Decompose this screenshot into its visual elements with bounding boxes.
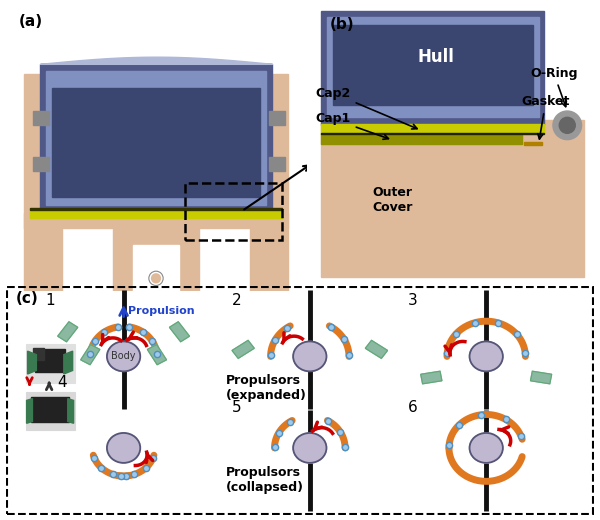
Text: Propulsion: Propulsion	[128, 306, 194, 316]
Text: Propulsors
(expanded): Propulsors (expanded)	[226, 374, 307, 402]
Bar	[40, 64, 272, 213]
Polygon shape	[26, 399, 32, 423]
Text: 6: 6	[408, 400, 418, 415]
Bar	[133, 245, 179, 291]
Polygon shape	[28, 351, 37, 374]
Bar	[26, 392, 74, 431]
Bar	[25, 74, 40, 228]
FancyBboxPatch shape	[303, 1, 597, 295]
Bar	[25, 213, 287, 228]
Polygon shape	[232, 341, 254, 358]
Bar	[185, 183, 282, 240]
Circle shape	[293, 342, 326, 371]
Bar	[269, 111, 285, 125]
Circle shape	[559, 118, 575, 133]
Circle shape	[293, 433, 326, 463]
Bar	[113, 228, 199, 291]
Text: (a): (a)	[19, 14, 43, 29]
Bar	[26, 344, 74, 383]
Polygon shape	[81, 345, 100, 365]
Bar	[250, 228, 287, 291]
Text: (b): (b)	[330, 17, 355, 32]
Text: 2: 2	[232, 293, 241, 308]
Circle shape	[470, 342, 503, 371]
Bar	[34, 348, 44, 360]
Bar	[30, 208, 282, 210]
Bar	[35, 349, 65, 372]
Bar	[536, 125, 578, 191]
Circle shape	[151, 273, 161, 283]
Polygon shape	[169, 322, 190, 342]
Text: Hull: Hull	[417, 48, 454, 66]
Polygon shape	[365, 341, 388, 358]
Text: Cap2: Cap2	[316, 87, 417, 129]
Circle shape	[107, 433, 140, 463]
Bar	[25, 228, 62, 291]
Bar	[31, 397, 69, 422]
Text: 5: 5	[232, 400, 241, 415]
Polygon shape	[148, 345, 166, 365]
Bar	[30, 210, 282, 218]
Text: Cap1: Cap1	[316, 112, 388, 139]
Circle shape	[107, 342, 140, 371]
Bar	[333, 25, 533, 105]
Text: O-Ring: O-Ring	[530, 67, 578, 107]
Bar	[52, 88, 260, 197]
Text: 3: 3	[408, 293, 418, 308]
Polygon shape	[58, 322, 78, 342]
Bar	[322, 134, 521, 144]
Bar	[33, 111, 49, 125]
Text: (c): (c)	[16, 291, 38, 306]
Bar	[33, 157, 49, 171]
Bar	[524, 142, 542, 145]
Bar	[272, 74, 287, 228]
Text: 1: 1	[45, 293, 55, 308]
Text: Outer
Cover: Outer Cover	[373, 186, 413, 214]
Bar	[269, 157, 285, 171]
Text: Propulsors
(collapsed): Propulsors (collapsed)	[226, 465, 304, 493]
Bar	[327, 17, 539, 116]
Bar	[46, 71, 266, 205]
Polygon shape	[421, 371, 442, 384]
Text: 4: 4	[57, 375, 67, 391]
Text: Gasket: Gasket	[521, 95, 570, 139]
Text: Body: Body	[112, 352, 136, 361]
Bar	[322, 124, 544, 134]
Bar	[322, 11, 544, 125]
Polygon shape	[64, 351, 73, 374]
Bar	[322, 133, 544, 135]
Bar	[322, 120, 584, 277]
Circle shape	[470, 433, 503, 463]
Polygon shape	[68, 399, 74, 423]
Polygon shape	[530, 371, 551, 384]
Circle shape	[553, 111, 581, 140]
